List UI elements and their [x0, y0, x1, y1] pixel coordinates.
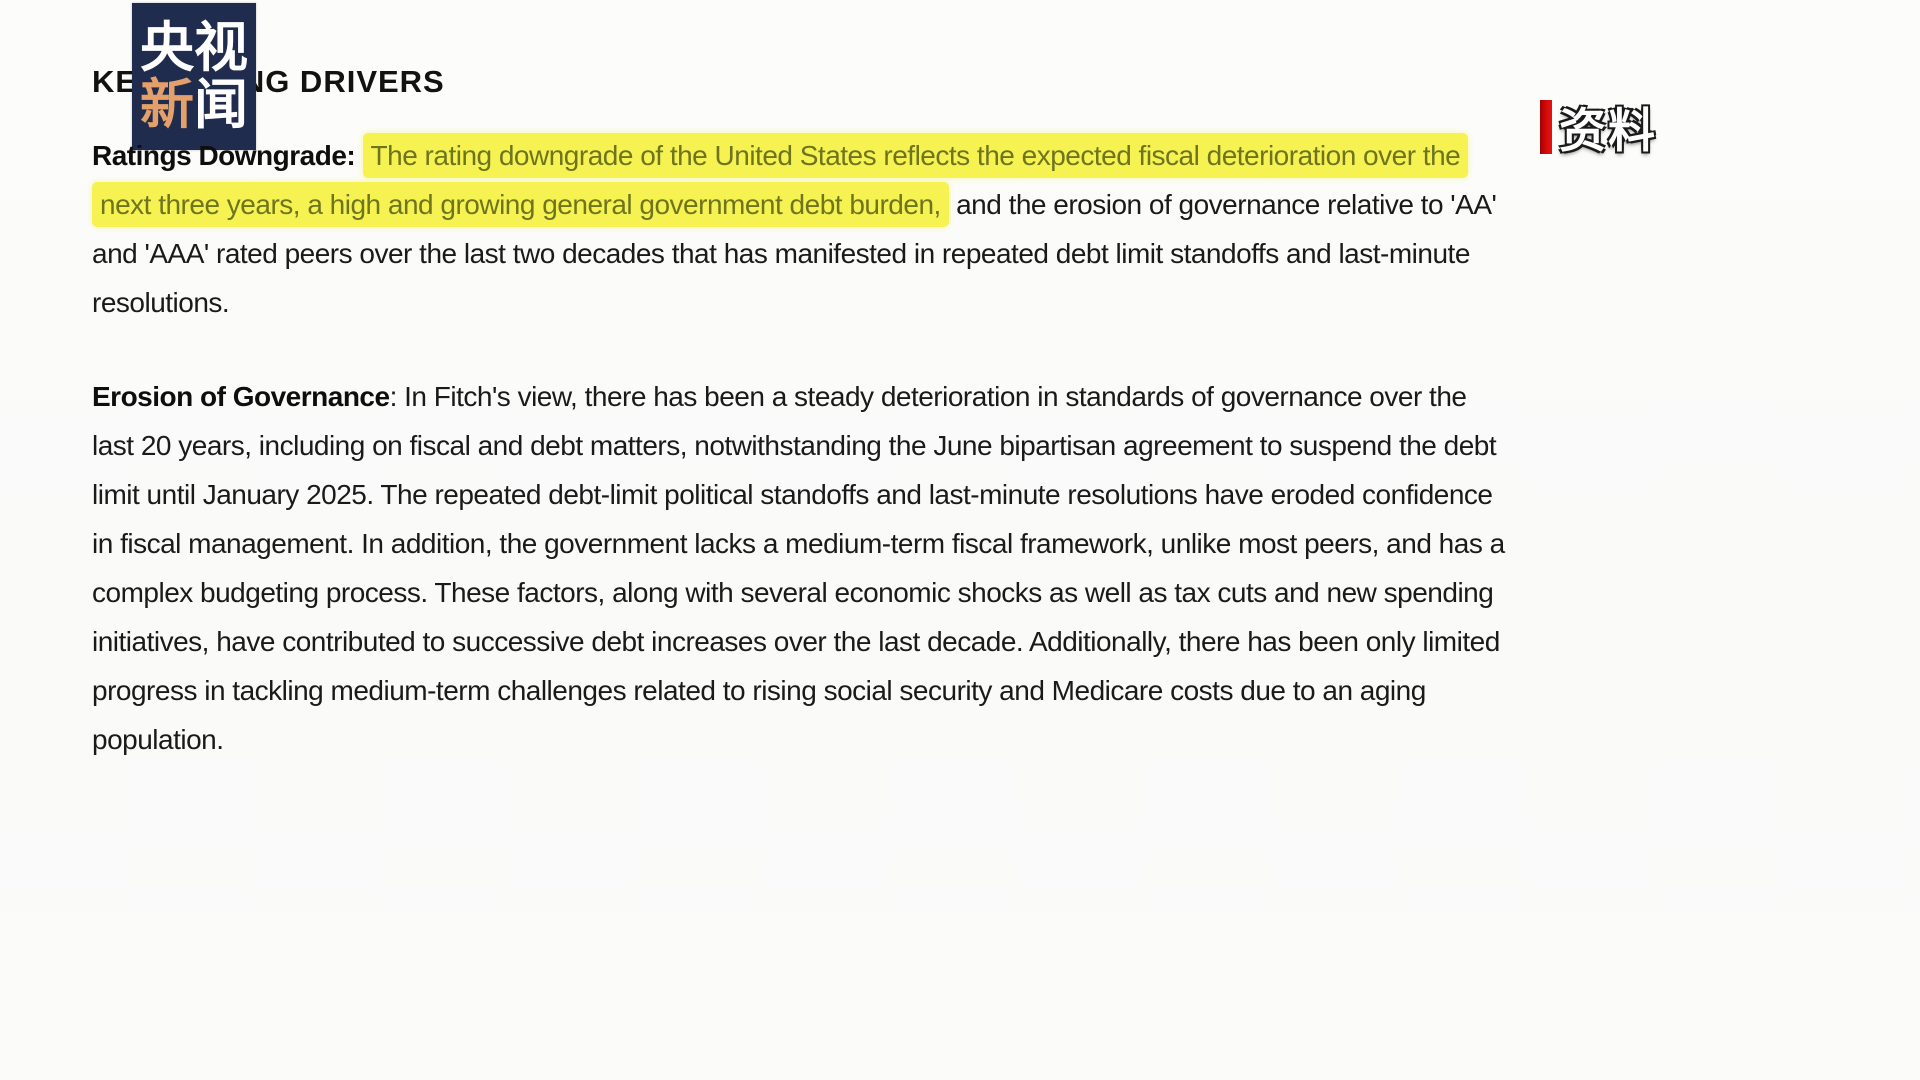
cctv-news-logo: 央视 新闻 — [132, 3, 256, 150]
erosion-of-governance-text: : In Fitch's view, there has been a stea… — [92, 381, 1505, 755]
archive-footage-stamp: 资料 — [1540, 92, 1657, 161]
paragraph-ratings-downgrade: Ratings Downgrade: The rating downgrade … — [92, 131, 1507, 327]
erosion-of-governance-label: Erosion of Governance — [92, 381, 390, 412]
ratings-downgrade-label: Ratings Downgrade: — [92, 140, 356, 171]
archive-footage-label: 资料 — [1559, 104, 1657, 157]
ratings-downgrade-text: and the erosion of governance relative t… — [92, 189, 1497, 318]
logo-row2: 新闻 — [140, 74, 248, 135]
logo-row2-accent-char: 新 — [140, 74, 194, 135]
paragraph-erosion-of-governance: Erosion of Governance: In Fitch's view, … — [92, 372, 1507, 764]
red-bar-icon — [1540, 99, 1552, 154]
logo-row1-text: 央视 — [140, 18, 248, 79]
logo-row2-char: 闻 — [194, 74, 248, 135]
